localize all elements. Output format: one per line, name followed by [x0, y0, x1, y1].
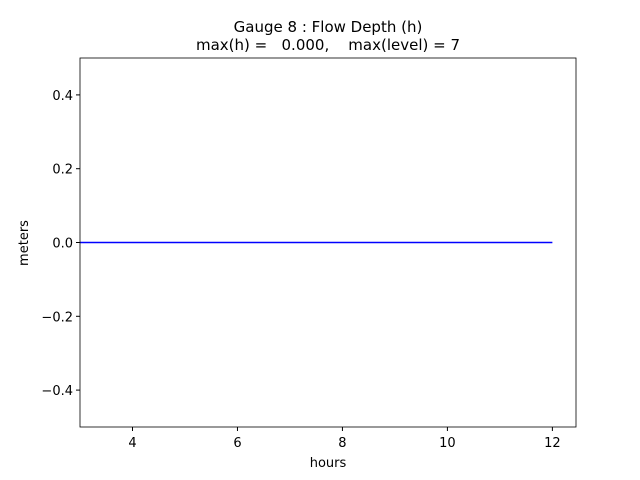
x-axis-label: hours — [310, 456, 347, 471]
x-tick-label: 8 — [338, 436, 346, 451]
x-tick-label: 12 — [544, 436, 561, 451]
axes-frame — [79, 57, 577, 428]
y-tick-label: 0.4 — [52, 89, 73, 104]
x-tick-label: 4 — [128, 436, 136, 451]
chart-title: Gauge 8 : Flow Depth (h) — [234, 18, 423, 36]
y-tick-label: −0.2 — [41, 310, 73, 325]
y-tick-label: 0.0 — [52, 237, 73, 252]
x-tick-label: 6 — [233, 436, 241, 451]
y-axis-label: meters — [17, 220, 32, 266]
chart-subtitle: max(h) = 0.000, max(level) = 7 — [196, 36, 460, 54]
y-tick-label: −0.4 — [41, 384, 73, 399]
x-tick-label: 10 — [439, 436, 456, 451]
y-tick-label: 0.2 — [52, 163, 73, 178]
